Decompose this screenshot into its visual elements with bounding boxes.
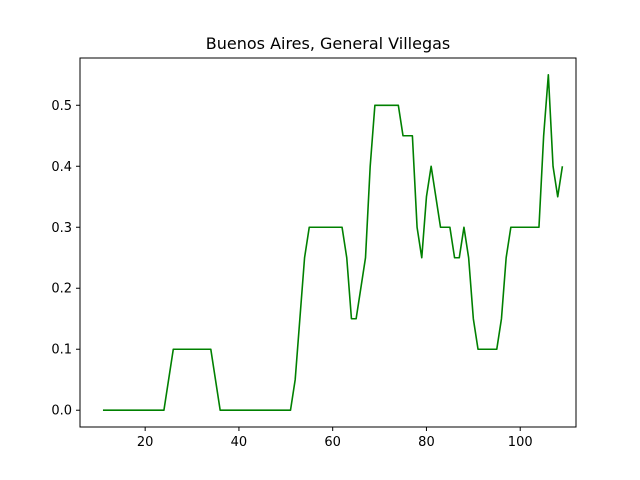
x-tick-label: 80 [418,435,435,450]
series-line [102,73,564,412]
x-tick-label: 20 [137,435,154,450]
chart-title: Buenos Aires, General Villegas [206,34,451,53]
y-tick-label: 0.3 [51,221,72,236]
y-tick-label: 0.4 [51,160,72,175]
plot-area-frame [79,57,577,428]
y-tick-label: 0.0 [51,404,72,419]
x-tick-label: 100 [508,435,533,450]
y-tick-label: 0.1 [51,343,72,358]
x-tick-label: 60 [324,435,341,450]
y-tick-label: 0.5 [51,99,72,114]
x-tick-label: 40 [231,435,248,450]
y-tick-label: 0.2 [51,282,72,297]
